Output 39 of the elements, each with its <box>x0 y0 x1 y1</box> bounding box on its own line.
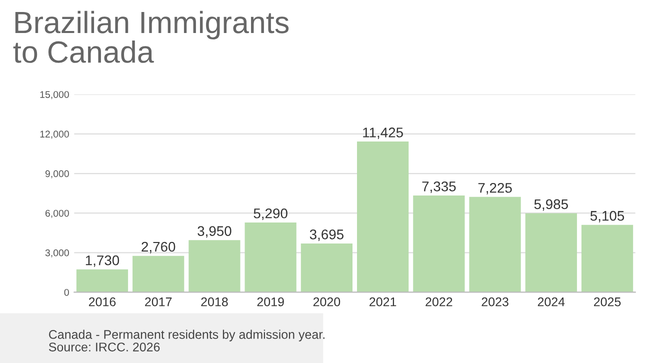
data-label: 5,105 <box>590 210 624 222</box>
bar <box>244 222 296 292</box>
bar <box>300 243 353 292</box>
bar <box>188 240 240 292</box>
data-label: 3,695 <box>310 230 344 241</box>
bar <box>469 196 521 292</box>
bar <box>356 142 409 292</box>
y-tick-label: 0 <box>64 288 69 296</box>
bar <box>581 224 634 292</box>
data-label: 5,985 <box>534 199 568 211</box>
bar <box>525 213 577 292</box>
x-tick-label: 2018 <box>201 297 228 306</box>
text: Canada - Permanent residents by admission year. <box>49 330 324 342</box>
x-tick-label: 2023 <box>482 297 508 306</box>
bar <box>76 269 128 292</box>
data-label: 5,290 <box>254 208 288 220</box>
x-tick-label: 2022 <box>426 297 452 306</box>
y-tick-label: 3,000 <box>45 249 69 258</box>
source-note: Source: IRCC. 2026 <box>48 342 160 352</box>
chart-title: Brazilian Immigrants to Canada <box>13 10 289 63</box>
x-tick-label: 2020 <box>313 297 340 306</box>
data-label: 7,335 <box>422 182 456 193</box>
x-tick-label: 2025 <box>594 297 621 306</box>
y-tick-label: 15,000 <box>40 91 69 100</box>
y-tick-label: 12,000 <box>40 130 69 139</box>
x-tick-label: 2017 <box>145 297 172 306</box>
bar <box>132 256 184 292</box>
x-tick-label: 2021 <box>370 297 396 306</box>
data-label: 7,225 <box>478 182 512 194</box>
y-tick-label: 9,000 <box>45 170 69 178</box>
data-label: 3,950 <box>198 226 232 238</box>
y-tick-label: 6,000 <box>45 210 69 218</box>
x-tick-label: 2024 <box>538 297 565 306</box>
data-label: 1,730 <box>86 255 120 267</box>
data-label: 2,760 <box>142 242 176 254</box>
x-tick-label: 2016 <box>88 297 116 306</box>
data-label: 11,425 <box>363 128 403 140</box>
bar <box>413 195 465 292</box>
x-tick-label: 2019 <box>257 297 284 306</box>
